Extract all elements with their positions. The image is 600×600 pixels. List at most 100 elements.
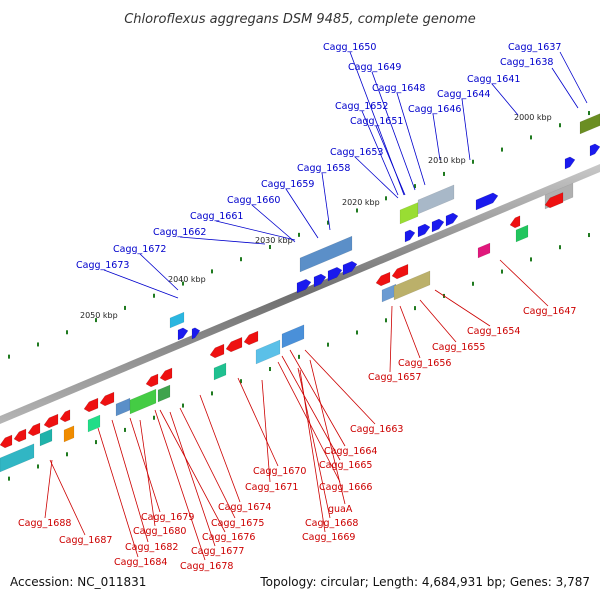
- leader-line: [304, 349, 376, 425]
- gene-block: [115, 397, 131, 417]
- leader-line: [139, 253, 179, 291]
- gene-arrow: [209, 343, 225, 359]
- gene-arrow: [177, 327, 189, 341]
- gene-block: [157, 384, 171, 403]
- tick-dash: [66, 452, 68, 457]
- tick-dash: [588, 111, 590, 116]
- leader-line: [285, 188, 319, 239]
- gene-arrow: [431, 218, 445, 233]
- tick-dash: [153, 415, 155, 420]
- gene-label[interactable]: Cagg_1638: [500, 57, 553, 68]
- leader-line: [354, 156, 399, 199]
- gene-label[interactable]: Cagg_1679: [141, 512, 194, 523]
- gene-label[interactable]: Cagg_1672: [113, 244, 166, 255]
- gene-arrow: [13, 428, 27, 443]
- leader-line: [375, 125, 406, 196]
- gene-block: [129, 388, 157, 415]
- gene-block: [63, 425, 75, 443]
- gene-label[interactable]: Cagg_1663: [350, 424, 403, 435]
- leader-line: [491, 83, 519, 116]
- gene-label[interactable]: Cagg_1671: [245, 482, 298, 493]
- tick-dash: [124, 305, 126, 310]
- gene-label[interactable]: Cagg_1659: [261, 179, 314, 190]
- leader-line: [419, 299, 457, 343]
- gene-block: [477, 242, 491, 259]
- tick-dash: [240, 379, 242, 384]
- gene-label[interactable]: Cagg_1655: [432, 342, 485, 353]
- gene-label[interactable]: Cagg_1653: [330, 147, 383, 158]
- gene-features: [0, 113, 600, 473]
- gene-label[interactable]: Cagg_1668: [305, 518, 358, 529]
- gene-label[interactable]: Cagg_1678: [180, 561, 233, 572]
- tick-dash: [472, 281, 474, 286]
- tick-dash: [559, 245, 561, 250]
- gene-arrow: [59, 409, 71, 423]
- gene-label[interactable]: Cagg_1657: [368, 372, 421, 383]
- accession-text: Accession: NC_011831: [10, 575, 146, 589]
- gene-label[interactable]: guaA: [328, 504, 353, 515]
- gene-label[interactable]: Cagg_1674: [218, 502, 271, 513]
- gene-label[interactable]: Cagg_1646: [408, 104, 461, 115]
- gene-label[interactable]: Cagg_1637: [508, 42, 561, 53]
- gene-label[interactable]: Cagg_1676: [202, 532, 255, 543]
- gene-label[interactable]: Cagg_1666: [319, 482, 372, 493]
- leader-line: [49, 459, 86, 536]
- gene-block: [39, 428, 53, 447]
- gene-label[interactable]: Cagg_1680: [133, 526, 186, 537]
- gene-label[interactable]: Cagg_1669: [302, 532, 355, 543]
- tick-dash: [501, 269, 503, 274]
- gene-label[interactable]: Cagg_1647: [523, 306, 576, 317]
- gene-arrow: [313, 273, 327, 288]
- tick-dash: [37, 464, 39, 469]
- gene-label[interactable]: Cagg_1658: [297, 163, 350, 174]
- gene-label[interactable]: Cagg_1682: [125, 542, 178, 553]
- gene-arrow: [225, 336, 243, 353]
- gene-label[interactable]: Cagg_1670: [253, 466, 306, 477]
- gene-label[interactable]: Cagg_1661: [190, 211, 243, 222]
- leader-line: [139, 419, 156, 527]
- gene-label[interactable]: Cagg_1652: [335, 101, 388, 112]
- leader-line: [299, 369, 326, 533]
- gene-arrow: [509, 215, 521, 229]
- genome-title: Chloroflexus aggregans DSM 9485, complet…: [124, 12, 476, 27]
- gene-label[interactable]: Cagg_1688: [18, 518, 71, 529]
- leader-line: [434, 289, 491, 327]
- leader-line: [461, 98, 471, 161]
- gene-arrow: [445, 212, 459, 227]
- gene-label[interactable]: Cagg_1649: [348, 62, 401, 73]
- leader-line: [215, 220, 296, 241]
- gene-block: [87, 414, 101, 433]
- leader-line: [251, 204, 296, 243]
- gene-arrow: [564, 156, 576, 170]
- leader-line: [237, 377, 279, 467]
- gene-label[interactable]: Cagg_1660: [227, 195, 280, 206]
- bottom-labels: Cagg_1647 Cagg_1654 Cagg_1655 Cagg_1656 …: [18, 306, 576, 572]
- gene-label[interactable]: Cagg_1687: [59, 535, 112, 546]
- gene-label[interactable]: Cagg_1654: [467, 326, 520, 337]
- gene-label[interactable]: Cagg_1650: [323, 42, 376, 53]
- gene-label[interactable]: Cagg_1665: [319, 460, 372, 471]
- gene-block: [393, 270, 431, 301]
- gene-label[interactable]: Cagg_1684: [114, 557, 167, 568]
- tick-dash: [588, 233, 590, 238]
- gene-label[interactable]: Cagg_1656: [398, 358, 451, 369]
- gene-label[interactable]: Cagg_1677: [191, 546, 244, 557]
- gene-label[interactable]: Cagg_1648: [372, 83, 425, 94]
- tick-dash: [327, 220, 329, 225]
- tick-dash: [95, 318, 97, 323]
- tick-dash: [298, 232, 300, 237]
- tick-dash: [240, 257, 242, 262]
- tick-dash: [37, 342, 39, 347]
- gene-label[interactable]: Cagg_1664: [324, 446, 377, 457]
- top-labels: Cagg_1650 Cagg_1637 Cagg_1649 Cagg_1638 …: [76, 42, 561, 271]
- tick-dash: [385, 318, 387, 323]
- gene-block: [399, 202, 419, 225]
- gene-label[interactable]: Cagg_1662: [153, 227, 206, 238]
- gene-label[interactable]: Cagg_1675: [211, 518, 264, 529]
- gene-label[interactable]: Cagg_1644: [437, 89, 490, 100]
- gene-arrow: [99, 391, 115, 407]
- gene-label[interactable]: Cagg_1651: [350, 116, 403, 127]
- gene-label[interactable]: Cagg_1673: [76, 260, 129, 271]
- leader-line: [361, 110, 399, 196]
- gene-label[interactable]: Cagg_1641: [467, 74, 520, 85]
